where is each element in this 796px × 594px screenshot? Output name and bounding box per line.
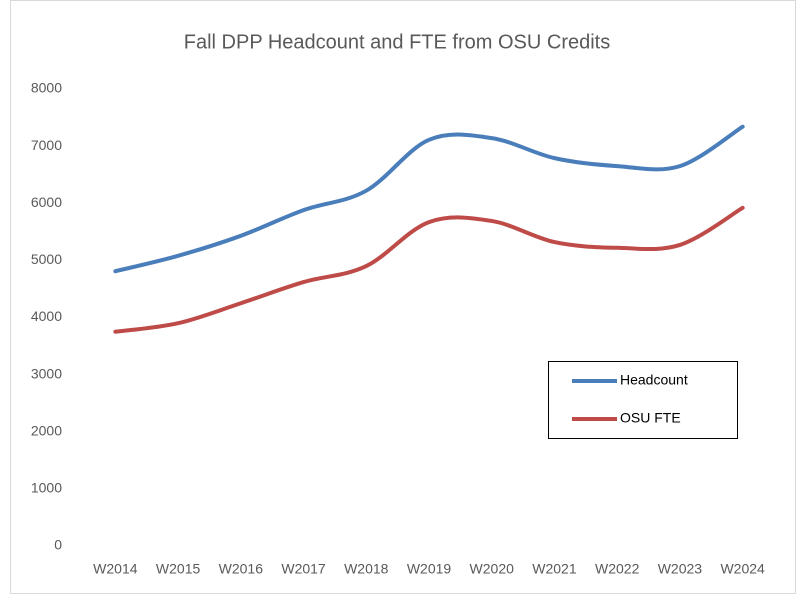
line-series: [113, 205, 745, 334]
chart-border: [10, 0, 796, 594]
x-tick-label: W2022: [595, 561, 640, 577]
y-tick-label: 5000: [31, 251, 62, 267]
y-tick-label: 2000: [31, 422, 62, 438]
x-tick-label: W2016: [219, 561, 264, 577]
y-tick-label: 0: [54, 537, 62, 553]
legend-box: [548, 361, 738, 439]
x-tick-label: W2017: [281, 561, 326, 577]
x-tick-label: W2019: [407, 561, 452, 577]
x-tick-label: W2021: [532, 561, 577, 577]
x-tick-label: W2018: [344, 561, 389, 577]
legend-label: Headcount: [620, 372, 688, 388]
x-tick-label: W2023: [658, 561, 703, 577]
y-tick-label: 6000: [31, 194, 62, 210]
chart-title: Fall DPP Headcount and FTE from OSU Cred…: [184, 31, 610, 53]
x-tick-label: W2024: [720, 561, 765, 577]
y-tick-label: 3000: [31, 365, 62, 381]
y-tick-label: 1000: [31, 480, 62, 496]
x-tick-label: W2015: [156, 561, 201, 577]
y-tick-label: 8000: [31, 80, 62, 96]
legend-label: OSU FTE: [620, 410, 681, 426]
y-tick-label: 7000: [31, 137, 62, 153]
x-tick-label: W2020: [470, 561, 515, 577]
line-series: [113, 124, 745, 274]
y-tick-label: 4000: [31, 308, 62, 324]
x-tick-label: W2014: [93, 561, 138, 577]
